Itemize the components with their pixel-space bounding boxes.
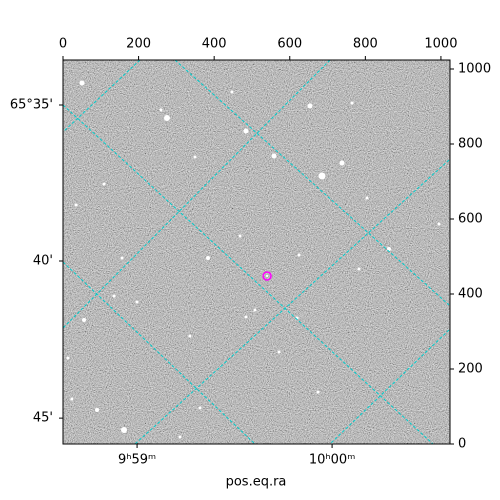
marker <box>262 271 272 281</box>
frame <box>62 59 451 445</box>
ra-tick-label: 9ʰ59ᵐ <box>118 453 156 468</box>
x-axis-label: pos.eq.ra <box>226 475 287 490</box>
y-tick-label: 800 <box>458 137 483 152</box>
image <box>63 60 450 444</box>
coord-grid <box>63 60 450 444</box>
y-tick-label: 1000 <box>458 62 491 77</box>
y-tick-label: 400 <box>458 287 483 302</box>
x-tick-label: 1000 <box>424 37 457 52</box>
stars <box>66 80 441 439</box>
dec-tick-label: 40' <box>33 254 53 269</box>
dec-tick-label: 45' <box>33 411 53 426</box>
x-tick-label: 200 <box>126 37 151 52</box>
marker-dot <box>265 274 269 278</box>
y-tick-label: 200 <box>458 362 483 377</box>
y-tick-label: 600 <box>458 212 483 227</box>
y-tick-label: 0 <box>458 437 466 452</box>
x-tick-label: 600 <box>277 37 302 52</box>
x-tick-label: 400 <box>202 37 227 52</box>
ra-tick-label: 10ʰ00ᵐ <box>309 453 355 468</box>
x-tick-label: 0 <box>59 37 67 52</box>
dec-tick-label: 65°35' <box>10 98 53 113</box>
x-tick-label: 800 <box>353 37 378 52</box>
